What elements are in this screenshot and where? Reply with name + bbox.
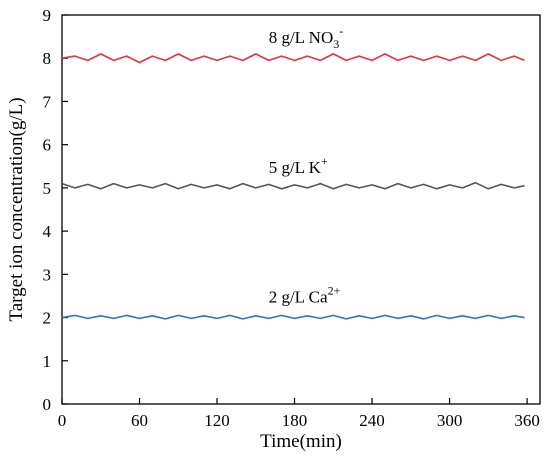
ticks: 0 60 120 180 240 300 360 0 1 2 3 4 5 6 7 8 9 — [43, 6, 540, 430]
y-tick-label: 6 — [43, 136, 52, 155]
y-tick-label: 1 — [43, 352, 52, 371]
y-axis-label: Target ion concentration(g/L) — [6, 97, 27, 321]
series-line-2 — [61, 181, 525, 190]
y-tick-label: 5 — [43, 179, 52, 198]
y-tick-label: 9 — [43, 6, 52, 25]
series-annotation: 5 g/L K+ — [269, 154, 328, 177]
y-tick-label: 7 — [43, 92, 52, 111]
annotation-superscript: - — [339, 24, 343, 38]
annotation-text: 2 g/L Ca — [269, 287, 328, 306]
x-axis-label: Time(min) — [260, 431, 342, 452]
series-layer — [61, 53, 525, 320]
series-line-1 — [61, 53, 525, 64]
x-tick-label: 180 — [282, 411, 308, 430]
x-tick-label: 240 — [359, 411, 385, 430]
annotations: 8 g/L NO3-5 g/L K+2 g/L Ca2+ — [269, 24, 344, 306]
annotation-text: 5 g/L K — [269, 158, 322, 177]
annotation-superscript: 2+ — [328, 283, 341, 297]
annotation-subscript: 3 — [333, 37, 339, 51]
x-tick-label: 360 — [514, 411, 540, 430]
y-tick-label: 3 — [43, 265, 52, 284]
y-tick-label: 2 — [43, 309, 52, 328]
series-line-3 — [61, 314, 525, 320]
y-tick-label: 4 — [43, 222, 52, 241]
series-annotation: 8 g/L NO3- — [269, 24, 344, 51]
series-annotation: 2 g/L Ca2+ — [269, 283, 341, 306]
x-tick-label: 0 — [58, 411, 67, 430]
plot-frame — [61, 14, 541, 405]
x-tick-label: 60 — [131, 411, 148, 430]
x-tick-label: 120 — [204, 411, 230, 430]
annotation-superscript: + — [321, 154, 328, 168]
y-tick-label: 8 — [43, 49, 52, 68]
annotation-text: 8 g/L NO — [269, 28, 334, 47]
x-tick-label: 300 — [437, 411, 463, 430]
y-tick-label: 0 — [43, 395, 52, 414]
